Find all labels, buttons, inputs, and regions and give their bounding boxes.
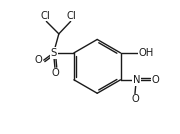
Text: Cl: Cl xyxy=(66,11,76,21)
Text: OH: OH xyxy=(139,48,154,58)
Text: O: O xyxy=(35,55,42,65)
Text: O: O xyxy=(51,68,59,78)
Text: O: O xyxy=(131,94,139,104)
Text: Cl: Cl xyxy=(40,11,50,21)
Text: O: O xyxy=(151,75,159,85)
Text: S: S xyxy=(50,48,57,58)
Text: N: N xyxy=(132,75,140,85)
